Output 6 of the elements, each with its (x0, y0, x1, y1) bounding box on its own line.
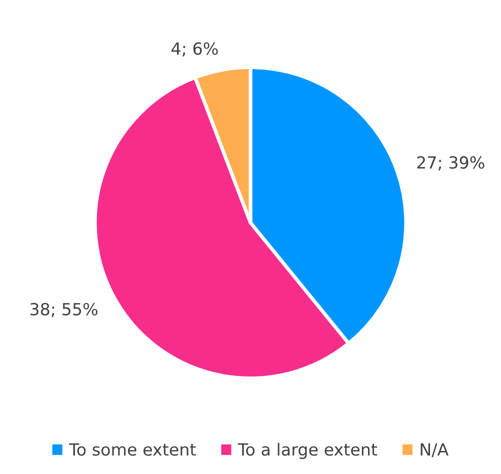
data-label: 4; 6% (172, 42, 218, 57)
data-label: 38; 55% (30, 302, 98, 318)
legend-label: To a large extent (238, 442, 378, 459)
legend-label: N/A (420, 443, 449, 458)
data-label: 27; 39% (417, 156, 484, 170)
legend-label: To some extent (68, 443, 196, 456)
